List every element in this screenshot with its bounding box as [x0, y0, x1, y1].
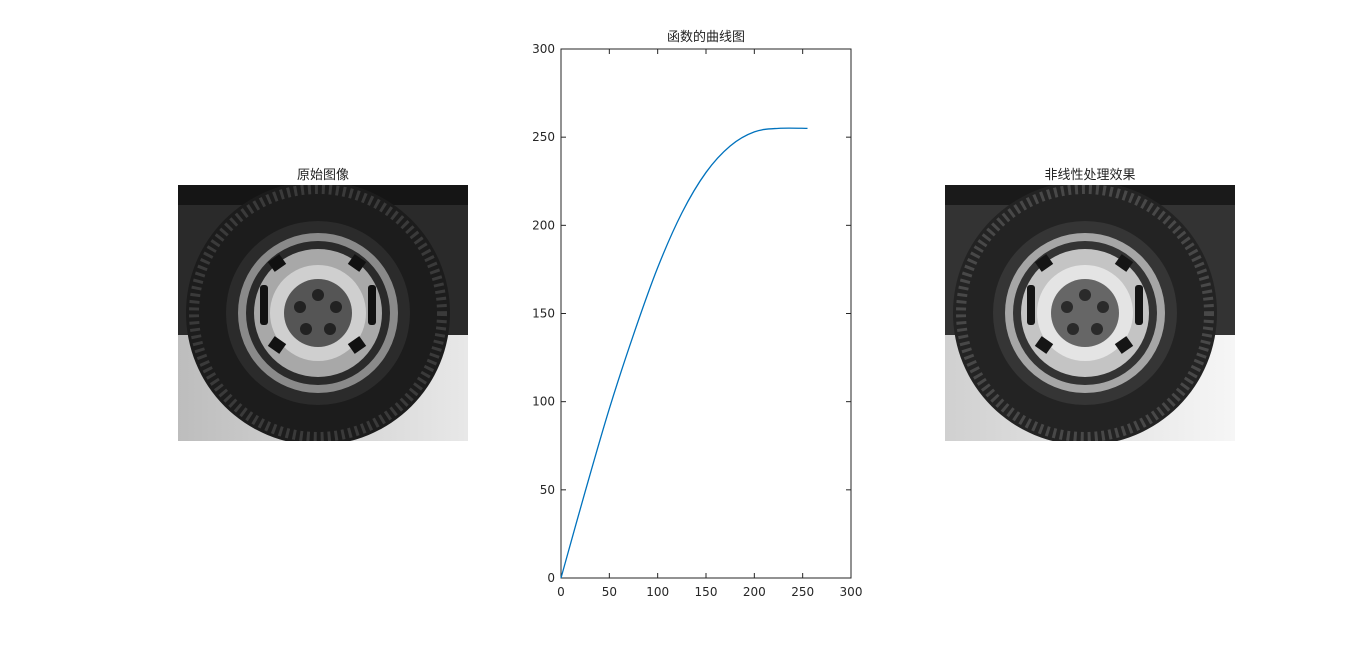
y-tick-label: 200 [532, 218, 555, 232]
y-tick-label: 100 [532, 395, 555, 409]
right-image-title: 非线性处理效果 [1044, 168, 1136, 183]
original-tire-image [178, 185, 468, 441]
x-tick-label: 50 [602, 585, 617, 599]
processed-tire-image [945, 185, 1235, 441]
y-tick-label: 50 [540, 483, 555, 497]
y-tick-label: 250 [532, 130, 555, 144]
x-tick-label: 300 [840, 585, 863, 599]
axis-ticks: 0 50 100 150 200 250 300 0 50 100 150 200 250 300 [532, 42, 862, 599]
x-tick-label: 100 [646, 585, 669, 599]
x-tick-label: 0 [557, 585, 565, 599]
y-tick-label: 0 [547, 571, 555, 585]
x-tick-label: 200 [743, 585, 766, 599]
y-tick-label: 150 [532, 307, 555, 321]
left-image-title: 原始图像 [296, 168, 349, 183]
x-tick-label: 250 [791, 585, 814, 599]
x-tick-label: 150 [695, 585, 718, 599]
series-curve [560, 127, 808, 579]
y-tick-label: 300 [532, 42, 555, 56]
chart-title: 函数的曲线图 [667, 29, 745, 45]
